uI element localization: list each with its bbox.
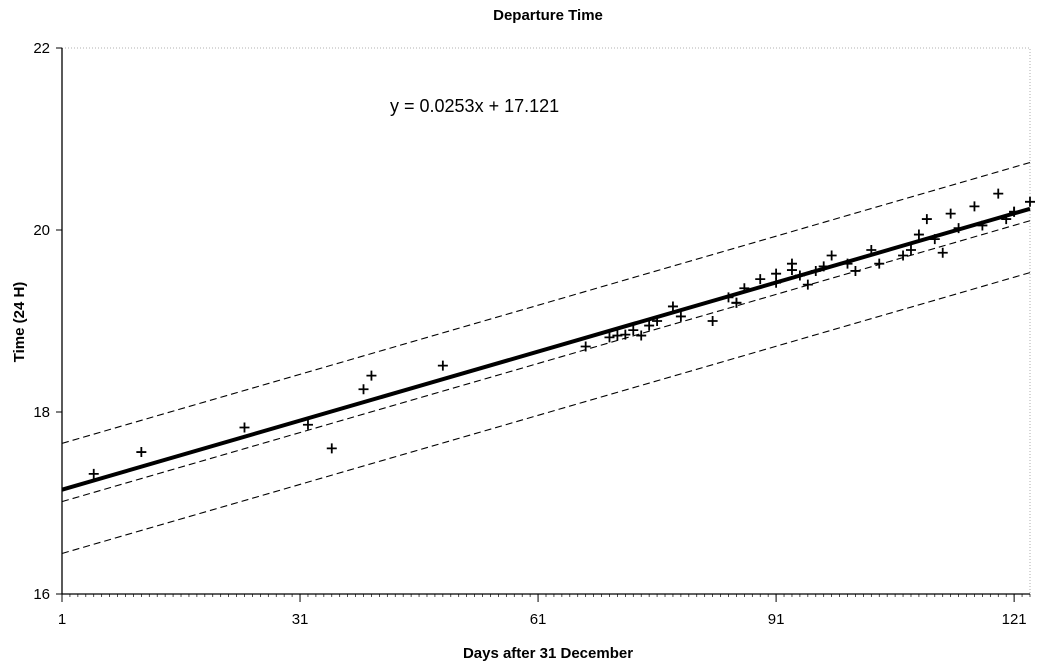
x-tick-label: 121 xyxy=(1002,611,1027,628)
y-tick-label: 16 xyxy=(33,586,50,603)
data-point xyxy=(937,247,948,258)
data-point xyxy=(723,292,734,303)
data-point xyxy=(874,258,885,269)
data-point xyxy=(366,370,377,381)
data-point xyxy=(604,332,615,343)
x-tick-label: 1 xyxy=(58,611,66,628)
data-point xyxy=(707,316,718,326)
y-tick-label: 20 xyxy=(33,222,50,239)
x-axis-label: Days after 31 December xyxy=(463,645,633,662)
data-point xyxy=(993,188,1004,199)
data-point xyxy=(898,250,909,261)
data-point xyxy=(675,311,686,322)
data-point xyxy=(239,422,250,433)
x-tick-label: 91 xyxy=(768,611,785,628)
data-point xyxy=(1025,196,1035,207)
y-tick-label: 18 xyxy=(33,404,50,421)
data-point xyxy=(88,468,99,479)
data-point xyxy=(1001,214,1012,225)
data-point xyxy=(620,329,631,340)
lower-inner-bound-line xyxy=(61,220,1031,503)
data-point xyxy=(136,447,147,458)
data-point xyxy=(437,360,448,371)
data-point xyxy=(326,443,337,454)
data-point xyxy=(786,258,797,269)
x-tick-label: 61 xyxy=(530,611,547,628)
data-point xyxy=(913,229,924,240)
data-point xyxy=(771,268,782,279)
data-point xyxy=(580,341,591,352)
y-tick-label: 22 xyxy=(33,40,50,57)
data-point xyxy=(652,316,663,326)
regression-equation: y = 0.0253x + 17.121 xyxy=(390,96,559,116)
chart-title: Departure Time xyxy=(493,7,603,24)
data-point xyxy=(977,220,988,231)
plot-area: 1 31 61 91 121 16 18 20 22 xyxy=(33,40,1035,628)
data-point xyxy=(866,245,877,256)
data-point xyxy=(628,325,639,336)
upper-outer-bound-line xyxy=(61,161,1031,444)
data-point xyxy=(612,330,623,341)
data-point xyxy=(794,270,805,281)
data-point xyxy=(929,234,940,245)
data-point xyxy=(842,258,853,269)
data-point xyxy=(1009,206,1020,217)
data-point xyxy=(644,320,655,331)
data-point xyxy=(755,274,766,285)
data-point xyxy=(802,279,813,290)
data-point xyxy=(818,261,829,272)
regression-line xyxy=(61,206,1031,492)
data-point xyxy=(771,277,782,288)
x-tick-label: 31 xyxy=(292,611,309,628)
y-axis-label: Time (24 H) xyxy=(11,282,28,363)
data-point xyxy=(850,265,861,276)
data-point xyxy=(810,265,821,276)
data-point xyxy=(921,214,932,225)
data-point xyxy=(739,283,750,294)
data-point xyxy=(667,301,678,312)
data-point xyxy=(969,201,980,212)
data-point xyxy=(826,250,837,261)
data-point xyxy=(953,223,964,234)
data-point xyxy=(731,297,742,308)
data-point xyxy=(636,330,647,341)
data-point xyxy=(905,245,916,256)
data-point xyxy=(358,384,369,395)
data-point xyxy=(302,419,313,430)
lower-outer-bound-line xyxy=(61,272,1031,555)
plot-frame xyxy=(61,47,1031,595)
data-point xyxy=(945,208,956,219)
